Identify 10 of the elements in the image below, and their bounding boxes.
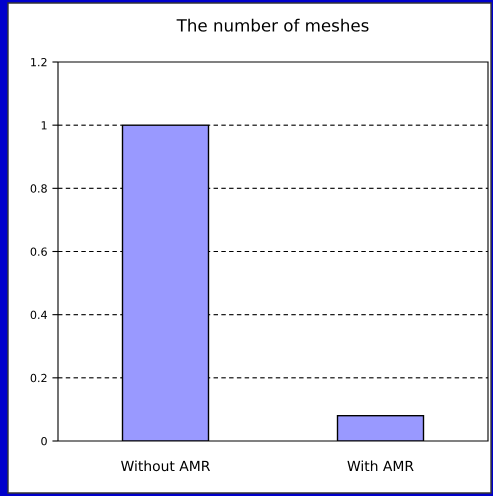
x-tick-label: Without AMR [121, 460, 210, 472]
y-tick-label: 0.6 [30, 247, 47, 256]
y-tick-label: 0.4 [30, 310, 47, 320]
x-tick-label: With AMR [347, 460, 414, 471]
y-tick-label: 1 [42, 121, 47, 130]
chart-title: The number of meshes [176, 18, 369, 32]
y-tick-label: 0 [41, 436, 47, 446]
y-tick-label: 0.2 [30, 374, 46, 382]
y-tick-label: 0.8 [30, 184, 47, 193]
y-tick-label: 1.2 [31, 58, 46, 66]
